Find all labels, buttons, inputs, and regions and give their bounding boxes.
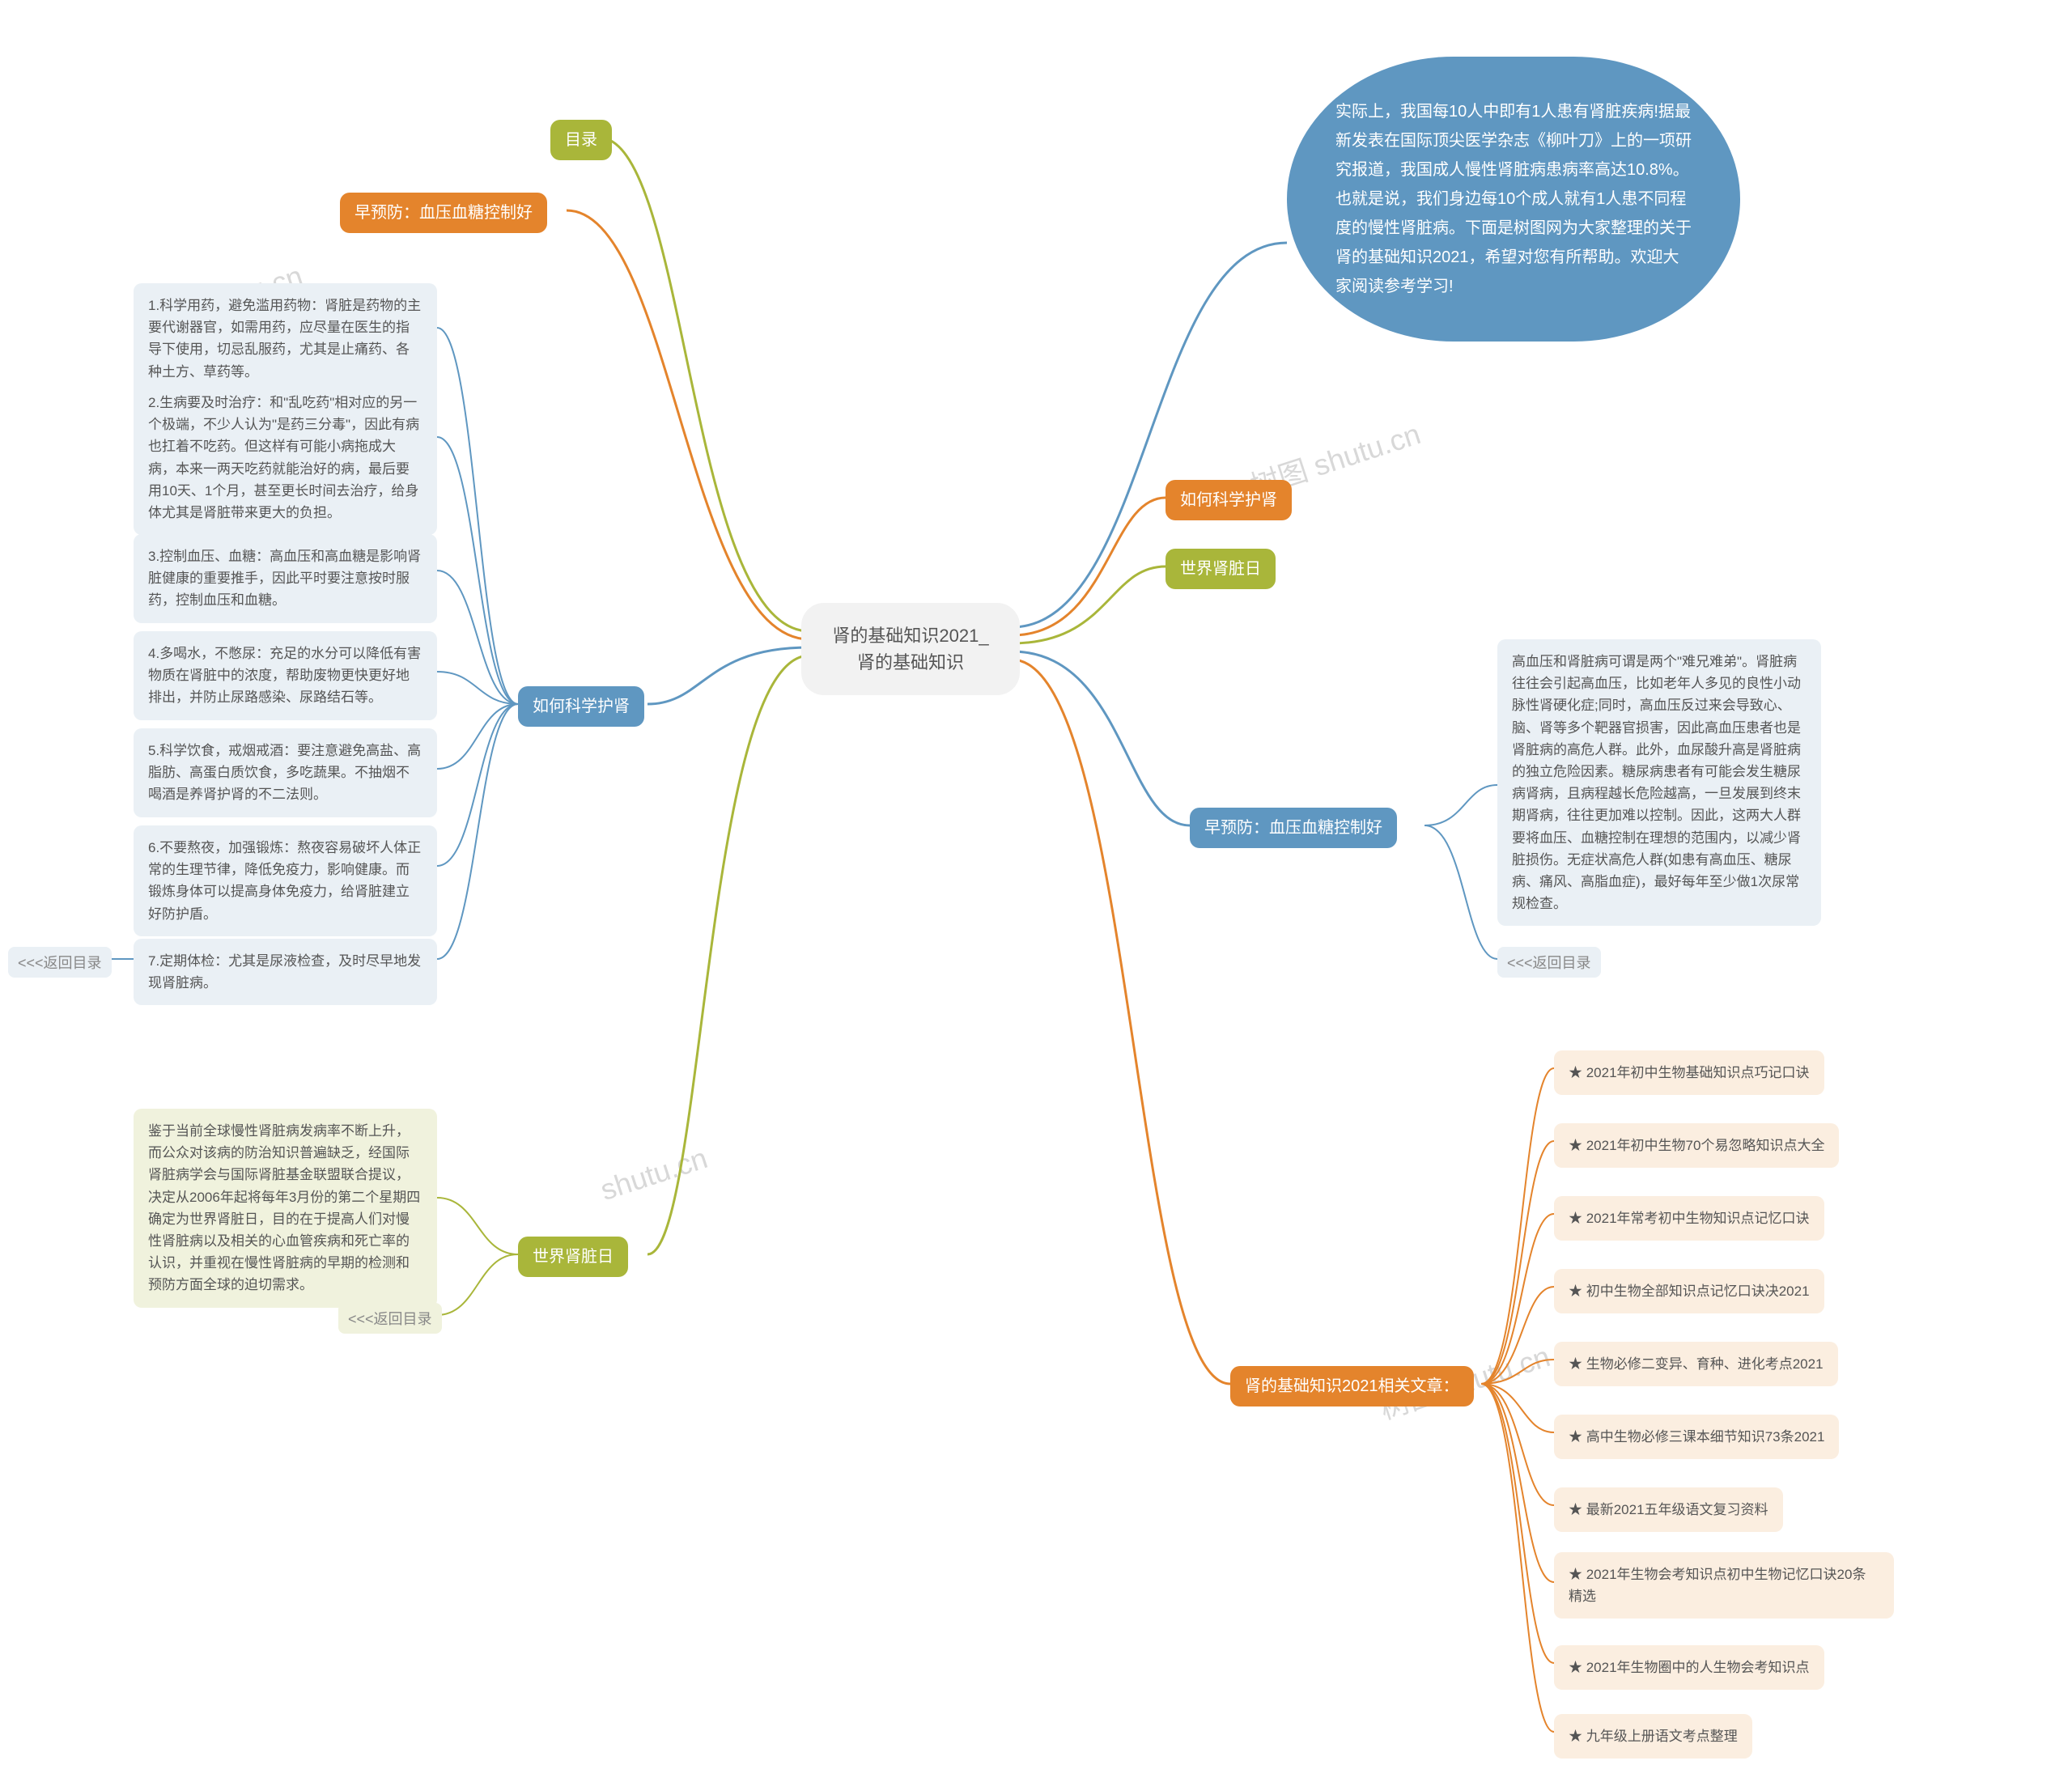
prevention-right[interactable]: 早预防：血压血糖控制好	[1190, 808, 1397, 848]
related-item[interactable]: ★ 九年级上册语文考点整理	[1554, 1714, 1752, 1759]
related-item[interactable]: ★ 高中生物必修三课本细节知识73条2021	[1554, 1415, 1839, 1459]
related-item[interactable]: ★ 2021年初中生物70个易忽略知识点大全	[1554, 1123, 1839, 1168]
science-care-right[interactable]: 如何科学护肾	[1166, 480, 1292, 520]
related-item[interactable]: ★ 生物必修二变异、育种、进化考点2021	[1554, 1342, 1838, 1386]
science-care-left[interactable]: 如何科学护肾	[518, 686, 644, 727]
care-item-5: 5.科学饮食，戒烟戒酒：要注意避免高盐、高脂肪、高蛋白质饮食，多吃蔬果。不抽烟不…	[134, 728, 437, 817]
back-link-care[interactable]: <<<返回目录	[8, 947, 112, 978]
watermark: shutu.cn	[597, 1141, 711, 1207]
prevention-text: 高血压和肾脏病可谓是两个"难兄难弟"。肾脏病往往会引起高血压，比如老年人多见的良…	[1497, 639, 1821, 926]
related-node[interactable]: 肾的基础知识2021相关文章：	[1230, 1366, 1474, 1406]
related-item[interactable]: ★ 2021年常考初中生物知识点记忆口诀	[1554, 1196, 1824, 1241]
root-node: 肾的基础知识2021_肾的基础知识	[801, 603, 1020, 695]
prevention-label-left[interactable]: 早预防：血压血糖控制好	[340, 193, 547, 233]
care-item-4: 4.多喝水，不憋尿：充足的水分可以降低有害物质在肾脏中的浓度，帮助废物更快更好地…	[134, 631, 437, 720]
related-item[interactable]: ★ 2021年生物会考知识点初中生物记忆口诀20条精选	[1554, 1552, 1894, 1619]
intro-box: 实际上，我国每10人中即有1人患有肾脏疾病!据最新发表在国际顶尖医学杂志《柳叶刀…	[1287, 57, 1740, 342]
care-item-1: 1.科学用药，避免滥用药物：肾脏是药物的主要代谢器官，如需用药，应尽量在医生的指…	[134, 283, 437, 394]
back-link-world[interactable]: <<<返回目录	[338, 1303, 442, 1334]
care-item-6: 6.不要熬夜，加强锻炼：熬夜容易破坏人体正常的生理节律，降低免疫力，影响健康。而…	[134, 825, 437, 936]
related-item[interactable]: ★ 2021年生物圈中的人生物会考知识点	[1554, 1645, 1824, 1690]
world-day-text: 鉴于当前全球慢性肾脏病发病率不断上升，而公众对该病的防治知识普遍缺乏，经国际肾脏…	[134, 1109, 437, 1308]
care-item-3: 3.控制血压、血糖：高血压和高血糖是影响肾脏健康的重要推手，因此平时要注意按时服…	[134, 534, 437, 623]
care-item-7: 7.定期体检：尤其是尿液检查，及时尽早地发现肾脏病。	[134, 939, 437, 1005]
related-item[interactable]: ★ 最新2021五年级语文复习资料	[1554, 1487, 1783, 1532]
catalog-node[interactable]: 目录	[550, 120, 612, 160]
related-item[interactable]: ★ 2021年初中生物基础知识点巧记口诀	[1554, 1050, 1824, 1095]
care-item-2: 2.生病要及时治疗：和"乱吃药"相对应的另一个极端，不少人认为"是药三分毒"，因…	[134, 380, 437, 535]
back-link-prevention[interactable]: <<<返回目录	[1497, 947, 1601, 978]
world-day-right[interactable]: 世界肾脏日	[1166, 549, 1276, 589]
related-item[interactable]: ★ 初中生物全部知识点记忆口诀决2021	[1554, 1269, 1824, 1313]
world-day-left[interactable]: 世界肾脏日	[518, 1237, 628, 1277]
